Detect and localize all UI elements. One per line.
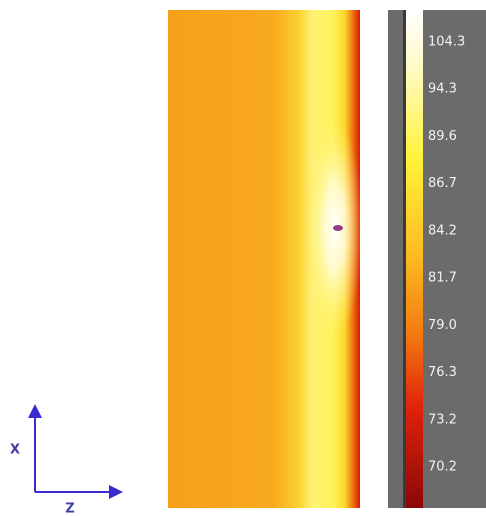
- colorbar-label: 81.7: [428, 271, 457, 286]
- axis-label: Z: [65, 502, 74, 516]
- colorbar-label: 94.3: [428, 82, 457, 97]
- thermal-view: 104.3 94.3 89.6 86.7 84.2 81.7 79.0 76.3 73.2 70.…: [0, 0, 486, 516]
- arrow-head: [28, 404, 42, 418]
- colorbar-label: 86.7: [428, 176, 457, 191]
- arrow-head: [109, 485, 123, 499]
- colorbar-label: 89.6: [428, 129, 457, 144]
- colorbar-label: 84.2: [428, 223, 457, 238]
- colorbar-edge: [403, 10, 406, 508]
- colorbar-label: 76.3: [428, 365, 457, 380]
- colorbar-label: 73.2: [428, 412, 457, 427]
- colorbar-label: 104.3: [428, 35, 465, 50]
- colorbar-label: 70.2: [428, 460, 457, 475]
- colorbar-label: 79.0: [428, 318, 457, 333]
- marker: [333, 225, 343, 231]
- canvas: 104.3 94.3 89.6 86.7 84.2 81.7 79.0 76.3 73.2 70.…: [0, 0, 486, 516]
- axis-label: X: [10, 443, 20, 458]
